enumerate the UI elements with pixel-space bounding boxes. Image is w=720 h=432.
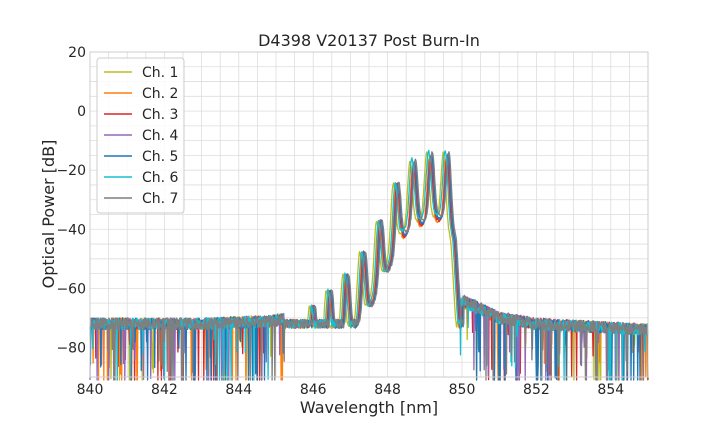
x-tick-label: 844 [225,382,252,398]
legend-label: Ch. 5 [142,149,178,165]
tick-labels: 840 842 844 846 848 850 852 854 −80 −60 −40 −20 0 20 [56,45,624,398]
x-tick-label: 842 [151,382,178,398]
chart-title: D4398 V20137 Post Burn-In [258,31,480,50]
x-tick-label: 852 [523,382,550,398]
x-tick-label: 840 [77,382,104,398]
legend-label: Ch. 3 [142,107,178,123]
legend: Ch. 1 Ch. 2 Ch. 3 Ch. 4 Ch. 5 Ch. 6 Ch. 7 [96,57,185,214]
legend-label: Ch. 7 [142,191,178,207]
y-tick-label: 0 [77,104,86,120]
legend-label: Ch. 6 [142,170,179,186]
legend-label: Ch. 1 [142,65,178,81]
y-tick-label: 20 [68,45,86,61]
y-axis-label: Optical Power [dB] [39,140,58,289]
legend-label: Ch. 2 [142,86,178,102]
y-tick-label: −20 [56,163,86,179]
series-group [89,149,649,381]
x-tick-label: 850 [449,382,476,398]
y-tick-label: −80 [56,340,86,356]
x-tick-label: 846 [300,382,327,398]
x-tick-label: 854 [597,382,624,398]
series-line-7 [89,151,649,381]
legend-box [96,57,185,214]
legend-label: Ch. 4 [142,128,179,144]
x-tick-label: 848 [374,382,401,398]
y-tick-label: −40 [56,222,86,238]
plot-frame [89,51,649,378]
y-tick-label: −60 [56,281,86,297]
x-axis-label: Wavelength [nm] [300,398,438,417]
